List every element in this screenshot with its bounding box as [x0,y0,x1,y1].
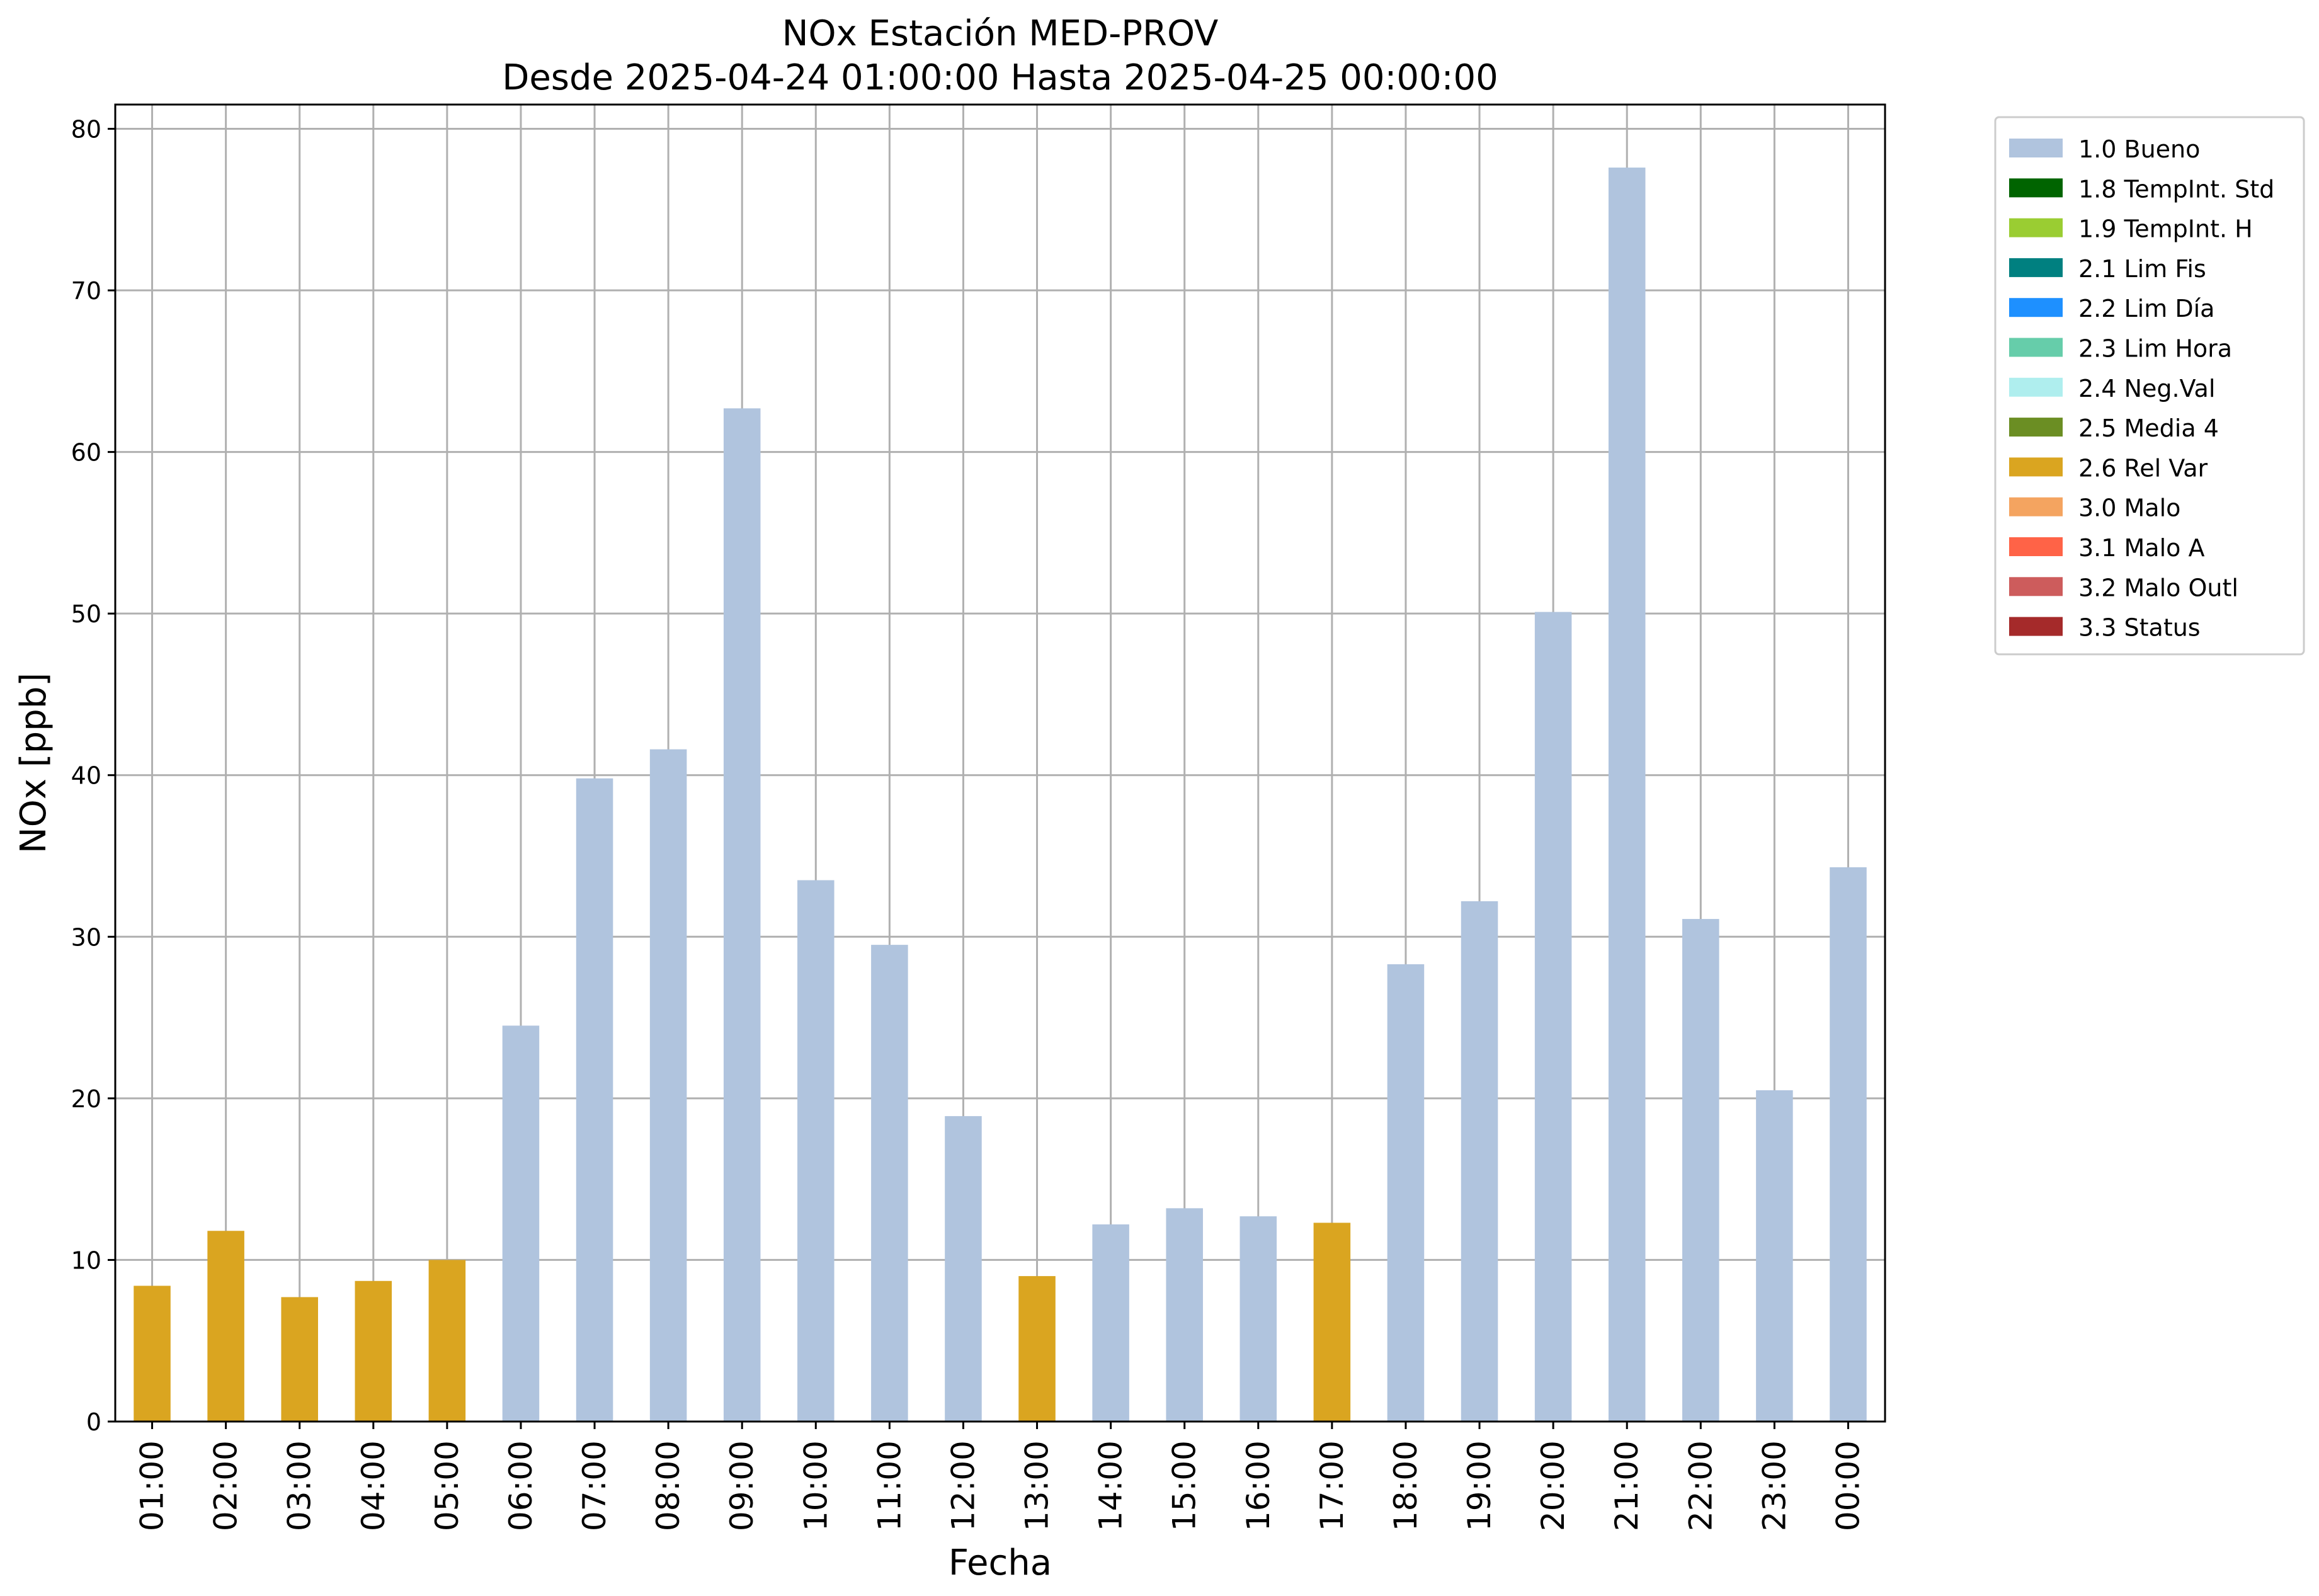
legend-swatch [2009,418,2063,437]
x-tick-label: 06:00 [503,1440,539,1531]
y-tick-label: 20 [71,1085,101,1113]
bar-2300 [1756,1090,1793,1422]
bar-1800 [1387,964,1425,1422]
x-tick-label: 10:00 [797,1440,834,1531]
bar-1600 [1239,1216,1277,1422]
x-tick-label: 07:00 [576,1440,613,1531]
bar-0700 [576,778,613,1422]
legend-swatch [2009,139,2063,157]
legend-swatch [2009,258,2063,277]
bar-1100 [871,945,908,1422]
bar-2000 [1534,612,1572,1422]
x-tick-label: 14:00 [1093,1440,1129,1531]
legend-swatch [2009,338,2063,357]
legend-label: 2.5 Media 4 [2078,414,2219,442]
y-tick-label: 0 [86,1408,101,1436]
x-tick-label: 12:00 [945,1440,981,1531]
legend-swatch [2009,218,2063,237]
y-tick-label: 60 [71,439,101,467]
x-tick-label: 05:00 [429,1440,465,1531]
bar-2100 [1608,168,1646,1422]
x-tick-label: 18:00 [1387,1440,1424,1531]
x-tick-label: 21:00 [1609,1440,1645,1531]
y-tick-label: 70 [71,277,101,305]
y-tick-label: 10 [71,1246,101,1274]
x-tick-label: 22:00 [1682,1440,1719,1531]
bar-1900 [1461,901,1498,1422]
x-tick-label: 01:00 [134,1440,171,1531]
legend-label: 3.0 Malo [2078,494,2180,522]
y-axis-label: NOx [ppb] [13,673,54,853]
bar-1000 [797,880,835,1422]
bar-0800 [649,749,687,1422]
bar-0500 [428,1260,466,1422]
bar-0100 [134,1285,171,1422]
legend: 1.0 Bueno 1.8 TempInt. Std 1.9 TempInt. H 2… [1994,116,2305,656]
bar-0000 [1830,867,1867,1422]
y-tick-label: 50 [71,600,101,628]
legend-swatch [2009,617,2063,636]
bar-1200 [945,1116,982,1422]
plot-area-frame [114,103,1886,1423]
bar-1300 [1018,1276,1056,1422]
x-tick-label: 08:00 [650,1440,687,1531]
x-tick-label: 03:00 [282,1440,318,1531]
bar-1400 [1092,1224,1129,1422]
bar-0900 [723,408,761,1422]
legend-label: 2.2 Lim Día [2078,295,2214,322]
x-tick-label: 19:00 [1461,1440,1498,1531]
x-tick-label: 15:00 [1166,1440,1203,1531]
legend-box [1994,116,2305,656]
legend-label: 2.3 Lim Hora [2078,335,2232,363]
x-tick-label: 02:00 [208,1440,244,1531]
legend-swatch [2009,298,2063,317]
legend-swatch [2009,457,2063,477]
legend-label: 2.6 Rel Var [2078,454,2208,482]
legend-label: 1.0 Bueno [2078,135,2200,163]
bar-0300 [281,1297,318,1422]
bar-2200 [1682,919,1719,1422]
bar-0600 [502,1025,540,1422]
x-tick-label: 13:00 [1019,1440,1056,1531]
x-tick-label: 20:00 [1535,1440,1571,1531]
bar-0200 [207,1231,244,1422]
bar-1500 [1166,1208,1203,1422]
bars-layer [134,168,1867,1422]
y-tick-label: 80 [71,115,101,143]
legend-label: 3.1 Malo A [2078,534,2204,562]
legend-label: 1.9 TempInt. H [2078,215,2253,243]
legend-swatch [2009,377,2063,397]
legend-swatch [2009,537,2063,556]
x-axis-label: Fecha [949,1542,1052,1583]
ticks-layer: 0 10 20 30 40 50 60 70 80 01:00 02:00 03:00 04:00 05:… [71,115,1867,1531]
bar-1700 [1313,1223,1351,1422]
legend-label: 1.8 TempInt. Std [2078,175,2274,203]
x-tick-label: 23:00 [1756,1440,1792,1531]
x-tick-label: 11:00 [871,1440,908,1531]
x-tick-label: 17:00 [1314,1440,1350,1531]
x-tick-label: 09:00 [724,1440,760,1531]
legend-swatch [2009,577,2063,596]
y-tick-label: 30 [71,923,101,951]
legend-label: 2.4 Neg.Val [2078,375,2215,402]
x-tick-label: 00:00 [1830,1440,1866,1531]
legend-label: 3.3 Status [2078,614,2201,642]
chart-title: NOx Estación MED-PROV [782,13,1219,54]
y-tick-label: 40 [71,762,101,790]
chart-subtitle: Desde 2025-04-24 01:00:00 Hasta 2025-04-… [502,57,1498,98]
x-tick-label: 04:00 [355,1440,392,1531]
legend-swatch [2009,178,2063,198]
bar-0400 [355,1280,392,1422]
legend-label: 2.1 Lim Fis [2078,255,2206,283]
x-tick-label: 16:00 [1240,1440,1277,1531]
legend-label: 3.2 Malo Outl [2078,574,2238,601]
legend-swatch [2009,497,2063,516]
